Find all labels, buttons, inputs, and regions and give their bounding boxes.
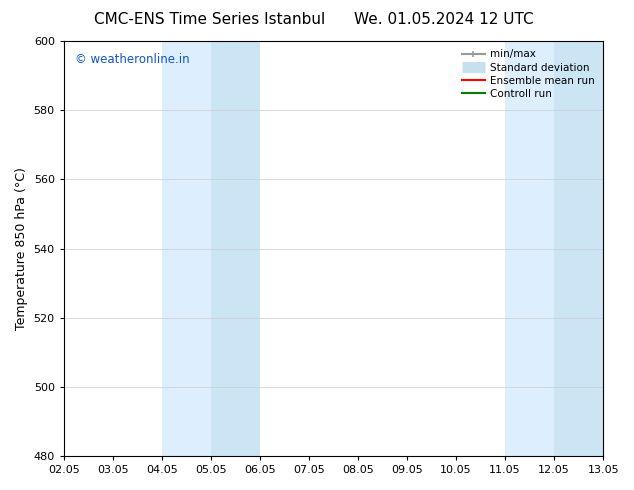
- Bar: [162, 41, 211, 456]
- Text: © weatheronline.in: © weatheronline.in: [75, 53, 189, 67]
- Y-axis label: Temperature 850 hPa (°C): Temperature 850 hPa (°C): [15, 167, 28, 330]
- Bar: [505, 41, 554, 456]
- Text: We. 01.05.2024 12 UTC: We. 01.05.2024 12 UTC: [354, 12, 534, 27]
- Bar: [211, 41, 260, 456]
- Legend: min/max, Standard deviation, Ensemble mean run, Controll run: min/max, Standard deviation, Ensemble me…: [459, 46, 598, 102]
- Text: CMC-ENS Time Series Istanbul: CMC-ENS Time Series Istanbul: [94, 12, 325, 27]
- Bar: [554, 41, 603, 456]
